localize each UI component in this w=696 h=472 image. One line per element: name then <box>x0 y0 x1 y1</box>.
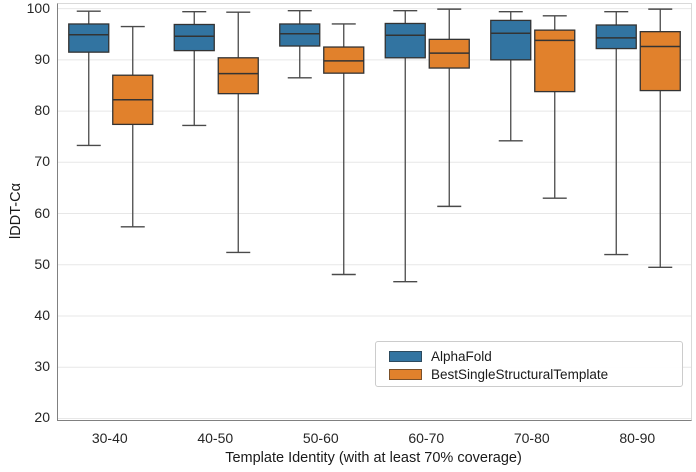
alphafold-80-90-box <box>595 24 637 50</box>
y-tick-label-80: 80 <box>34 102 50 119</box>
x-tick-label-80-90: 80-90 <box>619 430 656 446</box>
bestsingl-40-50-box <box>217 57 259 95</box>
x-tick-label-30-40: 30-40 <box>91 430 128 446</box>
bestsingl-70-80-box <box>534 29 576 93</box>
x-tick-label-70-80: 70-80 <box>513 430 550 446</box>
legend-label-template: BestSingleStructuralTemplate <box>431 367 609 382</box>
y-tick-label-70: 70 <box>34 153 50 170</box>
alphafold-70-80-box <box>490 19 532 61</box>
x-tick-label-50-60: 50-60 <box>302 430 339 446</box>
template-color-swatch <box>389 369 422 380</box>
y-tick-label-50: 50 <box>34 255 50 272</box>
alphafold-40-50-box <box>173 23 215 52</box>
y-tick-label-60: 60 <box>34 204 50 221</box>
y-tick-label-40: 40 <box>34 307 50 323</box>
x-tick-label-60-70: 60-70 <box>408 430 445 446</box>
plot-area <box>57 3 692 421</box>
legend-label-alphafold: AlphaFold <box>431 349 492 364</box>
y-tick-label-90: 90 <box>34 50 50 67</box>
alphafold-color-swatch <box>389 351 422 362</box>
y-tick-label-100: 100 <box>26 0 50 16</box>
y-tick-label-20: 20 <box>34 409 50 426</box>
boxplot-canvas <box>58 8 691 419</box>
x-tick-label-40-50: 40-50 <box>197 430 234 446</box>
y-tick-label-30: 30 <box>34 358 50 375</box>
legend: AlphaFold BestSingleStructuralTemplate <box>375 341 683 387</box>
alphafold-50-60-box <box>279 23 321 47</box>
bestsingl-50-60-box <box>323 46 365 74</box>
alphafold-30-40-box <box>68 23 110 53</box>
x-axis-title: Template Identity (with at least 70% cov… <box>225 450 522 466</box>
bestsingl-80-90-box <box>639 31 681 92</box>
alphafold-60-70-box <box>384 22 426 59</box>
legend-entry-alphafold: AlphaFold <box>389 348 682 365</box>
legend-entry-template: BestSingleStructuralTemplate <box>389 366 682 383</box>
